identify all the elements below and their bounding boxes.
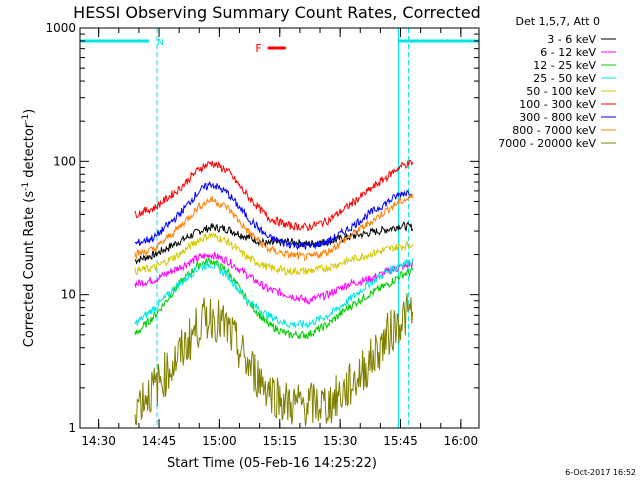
x-tick-label: 16:00: [444, 434, 479, 448]
x-tick-label: 15:15: [262, 434, 297, 448]
series-line-7: [134, 194, 414, 262]
y-tick-label: 1000: [45, 21, 76, 35]
series-line-0: [134, 221, 414, 265]
series-line-4: [134, 231, 414, 276]
y-tick-label: 10: [61, 288, 76, 302]
legend-label: 7000 - 20000 keV: [498, 137, 596, 150]
legend-title: Det 1,5,7, Att 0: [516, 15, 600, 28]
chart-title: HESSI Observing Summary Count Rates, Cor…: [73, 3, 481, 22]
flare-label: F: [255, 42, 261, 55]
series-line-1: [134, 251, 414, 305]
legend-label: 50 - 100 keV: [526, 85, 596, 98]
flare-marker: F: [255, 42, 286, 55]
legend-label: 3 - 6 keV: [547, 33, 596, 46]
y-axis-label: Corrected Count Rate (s-1 detector-1): [21, 109, 37, 347]
x-tick-label: 15:45: [383, 434, 418, 448]
x-tick-label: 14:30: [81, 434, 116, 448]
x-tick-label: 15:30: [323, 434, 358, 448]
night-label: N: [157, 38, 164, 48]
y-tick-label: 1: [68, 421, 76, 435]
night-interval-markers: N: [80, 28, 480, 428]
series-line-6: [134, 180, 413, 251]
timestamp: 6-Oct-2017 16:52: [565, 468, 636, 477]
series-lines: [134, 159, 414, 427]
series-line-3: [134, 258, 414, 330]
plot-frame: [79, 27, 480, 429]
legend-label: 800 - 7000 keV: [512, 124, 596, 137]
legend-label: 100 - 300 keV: [519, 98, 596, 111]
legend-label: 25 - 50 keV: [533, 72, 596, 85]
series-line-2: [134, 257, 414, 340]
y-tick-label: 100: [53, 154, 76, 168]
x-axis-label: Start Time (05-Feb-16 14:25:22): [167, 456, 377, 471]
x-tick-label: 14:45: [142, 434, 177, 448]
series-line-8: [134, 293, 414, 427]
series-line-5: [134, 159, 414, 232]
legend-label: 12 - 25 keV: [533, 59, 596, 72]
legend-label: 6 - 12 keV: [540, 46, 596, 59]
axes: 1 10 100 1000 14:30 14:45 15:00 15:15 15:30 15:45…: [45, 21, 480, 448]
legend-label: 300 - 800 keV: [519, 111, 596, 124]
x-tick-label: 15:00: [202, 434, 237, 448]
